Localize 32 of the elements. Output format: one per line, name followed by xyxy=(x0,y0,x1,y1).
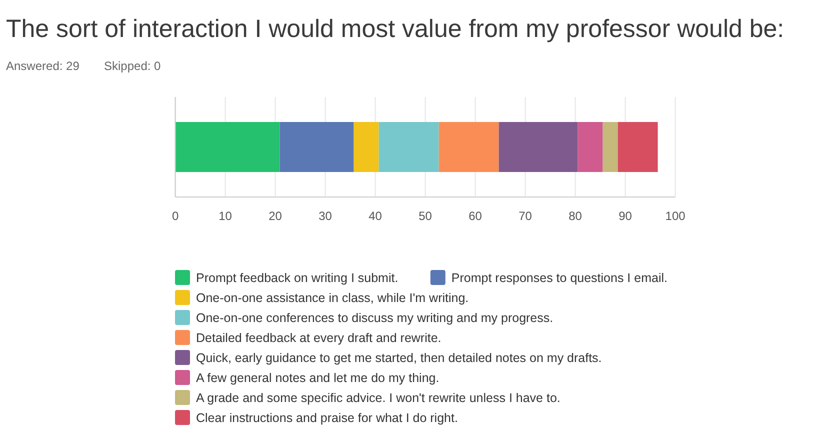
bar xyxy=(578,122,603,172)
legend-label: One-on-one conferences to discuss my writing and my progress. xyxy=(196,311,554,325)
x-tick-label: 90 xyxy=(618,209,632,223)
legend-label: One-on-one assistance in class, while I'm writing. xyxy=(196,291,469,305)
x-tick-label: 0 xyxy=(172,209,179,223)
x-tick-label: 70 xyxy=(518,209,532,223)
x-tick-label: 40 xyxy=(368,209,382,223)
x-tick-label: 60 xyxy=(468,209,482,223)
text: Skipped: 0 xyxy=(104,59,162,73)
legend-label: Quick, early guidance to get me started, then detailed notes on my drafts. xyxy=(196,351,602,365)
legend-label: A grade and some specific advice. I won't rewrite unless I have to. xyxy=(196,391,560,405)
bar xyxy=(602,122,618,172)
text: Answered: 29 xyxy=(6,59,80,73)
bar xyxy=(175,122,280,172)
legend-label: Clear instructions and praise for what I do right. xyxy=(196,411,458,425)
legend-label: Detailed feedback at every draft and rewrite. xyxy=(196,331,442,345)
x-tick-label: 50 xyxy=(418,209,432,223)
legend-label: A few general notes and let me do my thing. xyxy=(196,371,440,385)
bar xyxy=(378,122,439,172)
bar xyxy=(618,122,658,172)
bar xyxy=(354,122,379,172)
bar xyxy=(438,122,499,172)
bar xyxy=(280,122,354,172)
legend-label: Prompt responses to questions I email. xyxy=(451,271,668,285)
x-tick-label: 80 xyxy=(568,209,582,223)
x-tick-label: 100 xyxy=(665,209,686,223)
bar xyxy=(498,122,578,172)
x-tick-label: 20 xyxy=(268,209,282,223)
x-tick-label: 30 xyxy=(318,209,332,223)
legend-label: Prompt feedback on writing I submit. xyxy=(196,271,398,285)
chart-title: The sort of interaction I would most value from my professor would be: xyxy=(6,15,784,43)
x-tick-label: 10 xyxy=(218,209,232,223)
